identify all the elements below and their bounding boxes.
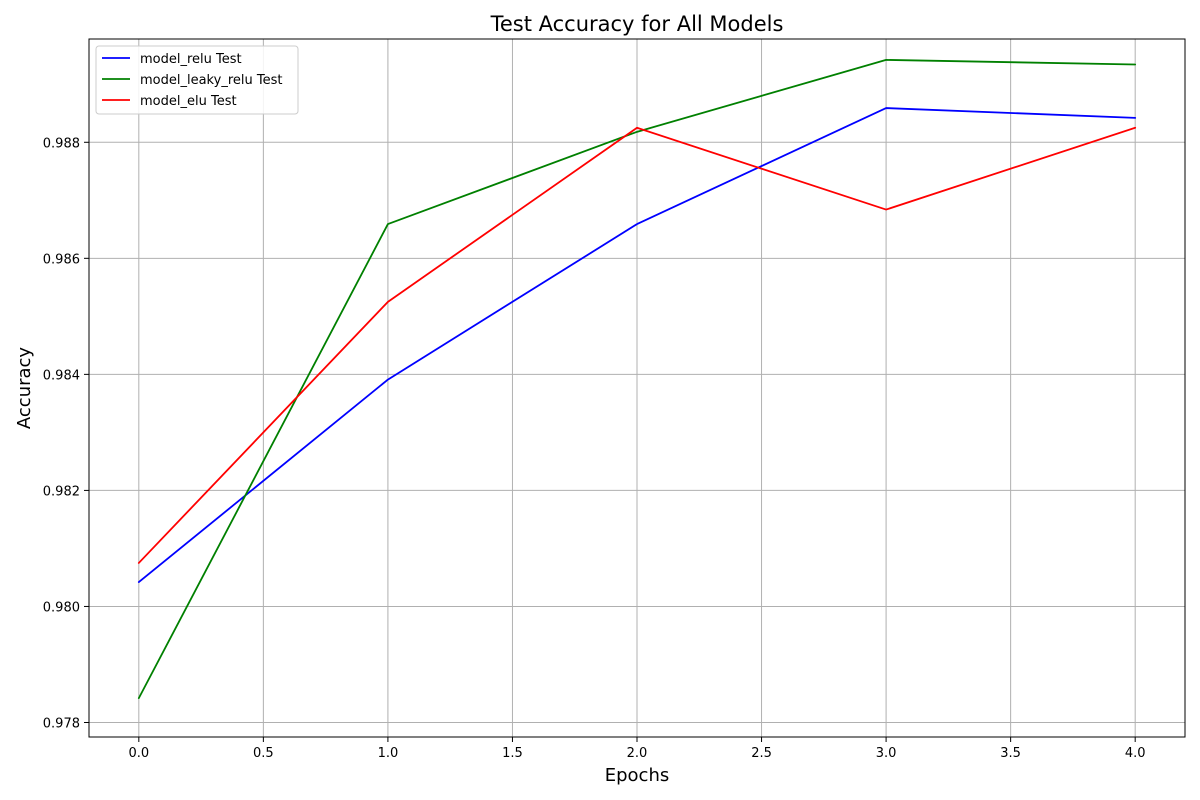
y-tick-label: 0.986 bbox=[43, 252, 80, 267]
y-tick-label: 0.984 bbox=[43, 368, 80, 383]
x-tick-label: 1.0 bbox=[378, 746, 399, 761]
y-axis-label: Accuracy bbox=[14, 347, 35, 430]
x-tick-label: 2.0 bbox=[627, 746, 648, 761]
legend-frame bbox=[95, 45, 299, 115]
x-tick-label: 2.5 bbox=[751, 746, 772, 761]
x-tick-label: 1.5 bbox=[502, 746, 523, 761]
x-tick-label: 0.5 bbox=[253, 746, 274, 761]
x-axis-label: Epochs bbox=[605, 765, 670, 786]
y-axis-ticks: 0.978 0.980 0.982 0.984 0.986 0.988 bbox=[43, 136, 89, 731]
series-line-leaky-relu bbox=[137, 58, 1137, 700]
legend-label-elu: model_elu Test bbox=[140, 94, 237, 109]
x-tick-label: 3.5 bbox=[1000, 746, 1021, 761]
y-tick-label: 0.978 bbox=[43, 716, 80, 731]
grid bbox=[89, 39, 1185, 737]
series-line-relu bbox=[137, 107, 1137, 583]
chart-title: Test Accuracy for All Models bbox=[490, 12, 784, 36]
legend-label-leaky-relu: model_leaky_relu Test bbox=[140, 73, 282, 88]
x-axis-ticks: 0.0 0.5 1.0 1.5 2.0 2.5 3.0 3.5 4.0 bbox=[128, 737, 1146, 761]
legend: model_relu Test model_leaky_relu Test mo… bbox=[95, 45, 299, 115]
x-tick-label: 0.0 bbox=[128, 746, 149, 761]
y-tick-label: 0.980 bbox=[43, 600, 80, 615]
y-tick-label: 0.982 bbox=[43, 484, 80, 499]
x-tick-label: 3.0 bbox=[876, 746, 897, 761]
series-line-elu bbox=[137, 126, 1137, 564]
y-tick-label: 0.988 bbox=[43, 136, 80, 151]
x-tick-label: 4.0 bbox=[1125, 746, 1146, 761]
legend-label-relu: model_relu Test bbox=[140, 52, 242, 67]
series-lines bbox=[137, 58, 1137, 700]
